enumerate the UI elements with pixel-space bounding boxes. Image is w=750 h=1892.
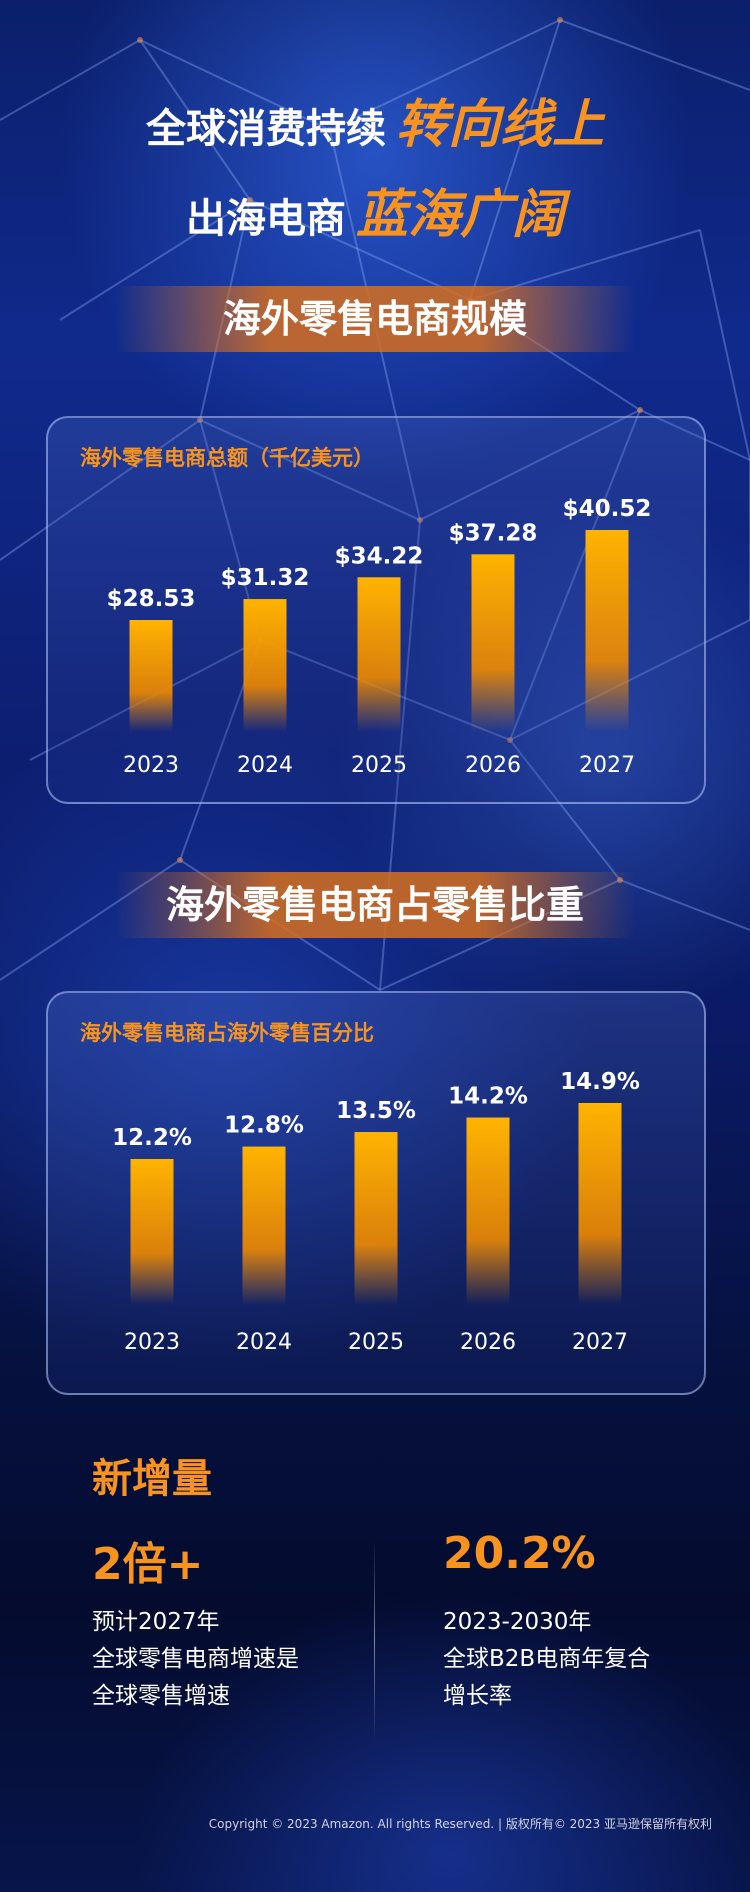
headline-line1: 全球消费持续 转向线上 xyxy=(0,82,750,157)
data-label-2027: 14.9% xyxy=(560,1069,640,1095)
stats-divider xyxy=(374,1540,375,1740)
x-tick-2024: 2024 xyxy=(237,753,293,778)
chart2-svg: 12.2% 2023 12.8% 2024 13.5% 2025 14.2% 2026 14.9… xyxy=(112,1069,640,1355)
bar-2023 xyxy=(129,620,173,732)
bar-2024 xyxy=(242,1146,286,1305)
bar-2025 xyxy=(354,1132,398,1305)
bar-2026 xyxy=(466,1117,510,1305)
bar-2027 xyxy=(578,1103,622,1305)
section2-banner: 海外零售电商占零售比重 xyxy=(115,872,635,938)
chart1-svg: $28.53 2023 $31.32 2024 $34.22 2025 $37.28 2026… xyxy=(107,496,652,778)
bar-2024 xyxy=(243,599,287,732)
headline-line2: 出海电商 蓝海广阔 xyxy=(0,172,750,247)
copyright-footer: Copyright © 2023 Amazon. All rights Rese… xyxy=(208,1817,712,1831)
data-label-2026: $37.28 xyxy=(449,520,538,546)
x-tick-2023: 2023 xyxy=(124,1330,180,1355)
chart1-title: 海外零售电商总额（千亿美元） xyxy=(80,446,374,470)
stat-right-desc: 2023-2030年 全球B2B电商年复合 增长率 xyxy=(443,1609,651,1709)
stat-right-value: 20.2% xyxy=(443,1528,596,1579)
x-tick-2023: 2023 xyxy=(123,753,179,778)
x-tick-2026: 2026 xyxy=(460,1330,516,1355)
section1-banner: 海外零售电商规模 xyxy=(115,286,635,352)
data-label-2025: 13.5% xyxy=(336,1098,416,1124)
chart1-card: 海外零售电商总额（千亿美元） $28.53 2023 $31.32 2024 $34.2… xyxy=(46,416,706,804)
headline-line2-accent: 蓝海广阔 xyxy=(355,184,564,245)
data-label-2024: $31.32 xyxy=(221,565,310,591)
x-tick-2026: 2026 xyxy=(465,753,521,778)
x-tick-2027: 2027 xyxy=(579,753,635,778)
bar-2027 xyxy=(585,530,629,732)
data-label-2024: 12.8% xyxy=(224,1113,304,1139)
x-tick-2025: 2025 xyxy=(348,1330,404,1355)
stat-left-value: 2倍+ xyxy=(92,1539,204,1590)
data-label-2025: $34.22 xyxy=(335,543,424,569)
bar-2023 xyxy=(130,1159,174,1305)
data-label-2023: 12.2% xyxy=(112,1125,192,1151)
x-tick-2025: 2025 xyxy=(351,753,407,778)
data-label-2026: 14.2% xyxy=(448,1084,528,1110)
data-label-2027: $40.52 xyxy=(563,496,652,522)
stat-left-desc: 预计2027年 全球零售电商增速是 全球零售增速 xyxy=(92,1609,299,1709)
bar-2025 xyxy=(357,577,401,732)
bar-2026 xyxy=(471,554,515,732)
data-label-2023: $28.53 xyxy=(107,586,196,612)
stats-title: 新增量 xyxy=(92,1456,212,1502)
headline-line1-accent: 转向线上 xyxy=(395,94,604,155)
x-tick-2024: 2024 xyxy=(236,1330,292,1355)
headline-line2-plain: 出海电商 xyxy=(185,196,346,242)
chart2-title: 海外零售电商占海外零售百分比 xyxy=(80,1021,374,1045)
x-tick-2027: 2027 xyxy=(572,1330,628,1355)
headline-line1-plain: 全球消费持续 xyxy=(145,106,386,152)
chart2-card: 海外零售电商占海外零售百分比 12.2% 2023 12.8% 2024 13.5% 20… xyxy=(46,991,706,1395)
